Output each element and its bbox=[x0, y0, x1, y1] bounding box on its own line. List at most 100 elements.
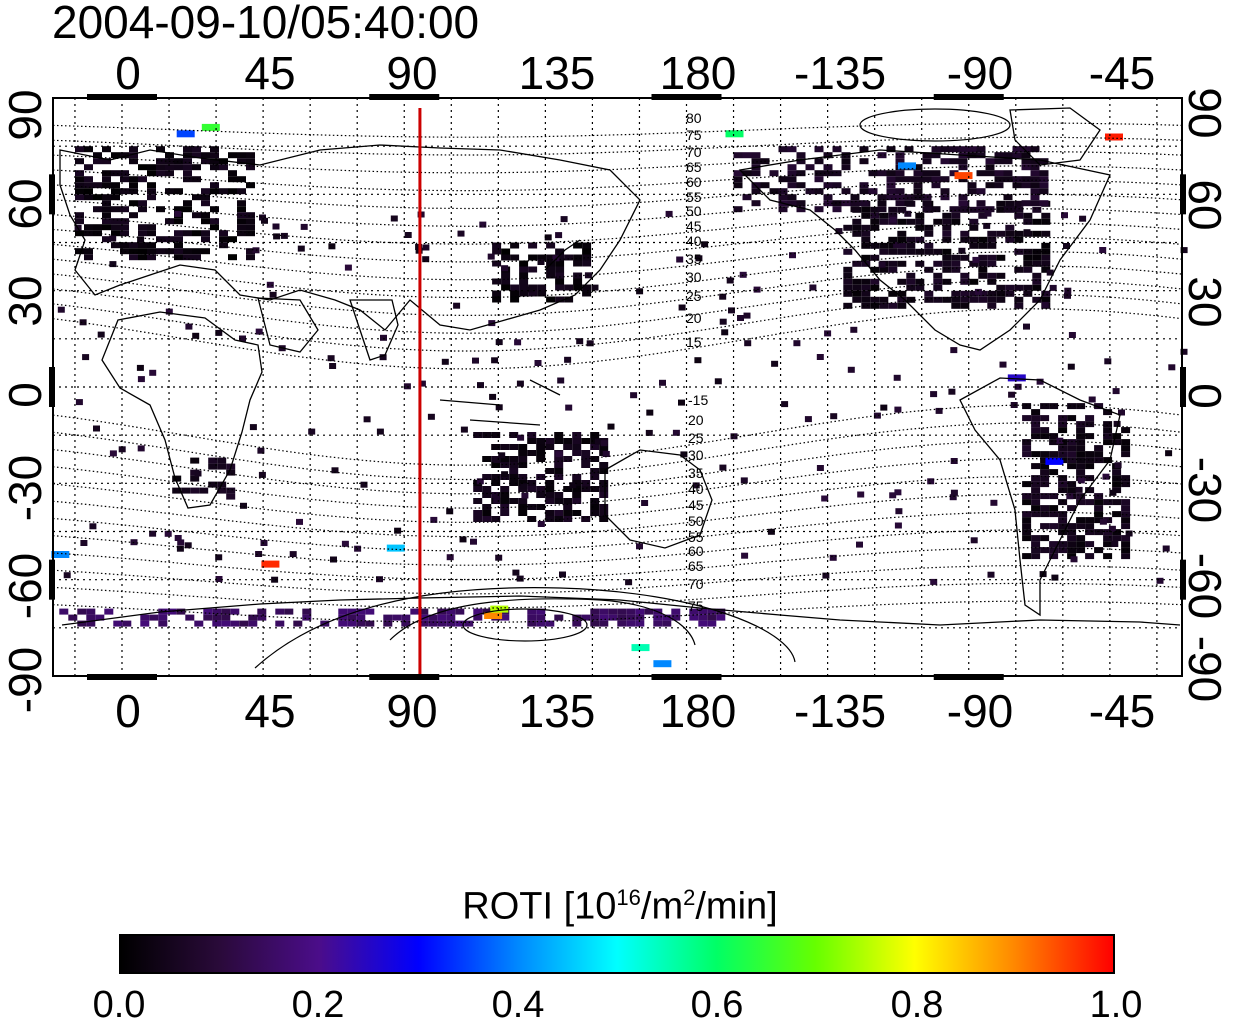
roti-cell bbox=[1041, 301, 1049, 308]
roti-cell bbox=[814, 188, 824, 195]
roti-cell bbox=[510, 296, 520, 303]
roti-cell bbox=[536, 504, 546, 510]
roti-cell bbox=[140, 620, 150, 627]
roti-cell bbox=[1032, 278, 1042, 285]
roti-cell bbox=[1109, 489, 1117, 496]
coastline bbox=[1009, 107, 1101, 166]
roti-cell bbox=[129, 242, 138, 249]
roti-cell bbox=[174, 210, 182, 217]
roti-cell bbox=[491, 444, 501, 450]
roti-cell bbox=[527, 480, 537, 486]
roti-cell bbox=[933, 272, 943, 279]
roti-cell bbox=[861, 296, 871, 303]
roti-cell bbox=[464, 620, 474, 627]
roti-cell bbox=[719, 318, 727, 325]
roti-cell bbox=[102, 212, 111, 219]
roti-cell bbox=[230, 608, 240, 615]
roti-cell bbox=[93, 158, 102, 165]
roti-cell bbox=[564, 296, 574, 303]
roti-cell bbox=[519, 278, 529, 285]
magnetic-latitude-contour bbox=[52, 529, 1183, 566]
roti-cell bbox=[555, 260, 565, 267]
roti-cell bbox=[996, 296, 1006, 303]
top-tick-45: 45 bbox=[244, 47, 296, 99]
roti-cell bbox=[868, 170, 878, 177]
roti-cell bbox=[1039, 176, 1049, 183]
roti-cell bbox=[879, 242, 889, 249]
roti-cell bbox=[156, 248, 165, 255]
roti-cell bbox=[870, 302, 880, 309]
roti-cell bbox=[1030, 188, 1040, 195]
roti-cell bbox=[1014, 302, 1024, 309]
roti-cell bbox=[576, 338, 584, 345]
roti-cell bbox=[1031, 409, 1041, 416]
roti-cell bbox=[383, 614, 393, 621]
roti-cell bbox=[545, 510, 555, 516]
coastline bbox=[959, 377, 1121, 617]
roti-cell bbox=[1040, 451, 1050, 458]
roti-cell bbox=[572, 620, 582, 627]
roti-cell bbox=[138, 176, 147, 183]
roti-cell bbox=[482, 504, 492, 510]
roti-cell bbox=[184, 542, 192, 549]
roti-cell bbox=[582, 260, 592, 267]
roti-cell bbox=[969, 236, 979, 243]
roti-cell bbox=[192, 146, 201, 153]
roti-cell bbox=[275, 620, 285, 627]
roti-cell bbox=[733, 176, 743, 183]
roti-cell bbox=[140, 614, 150, 621]
roti-cell bbox=[192, 230, 201, 237]
roti-cell bbox=[1031, 421, 1041, 428]
roti-cell bbox=[976, 146, 986, 153]
roti-cell bbox=[751, 170, 761, 177]
top-axis-bar bbox=[86, 94, 157, 100]
roti-cell bbox=[248, 614, 258, 621]
roti-cell bbox=[563, 510, 573, 516]
roti-cell bbox=[111, 206, 120, 213]
roti-cell bbox=[446, 620, 456, 627]
roti-cell bbox=[1085, 553, 1095, 560]
roti-cell bbox=[1041, 230, 1051, 237]
roti-cell bbox=[990, 499, 998, 506]
roti-cell bbox=[950, 347, 958, 354]
roti-cell bbox=[84, 248, 93, 255]
roti-cell bbox=[861, 230, 871, 237]
roti-cell bbox=[987, 302, 997, 309]
roti-cell bbox=[201, 230, 210, 237]
roti-cell bbox=[1040, 415, 1050, 422]
roti-cell bbox=[1121, 475, 1131, 482]
roti-cell bbox=[212, 620, 222, 627]
roti-cell bbox=[678, 399, 685, 406]
roti-cell bbox=[861, 236, 871, 243]
roti-cell bbox=[1014, 212, 1024, 219]
roti-cell bbox=[129, 188, 138, 195]
roti-cell bbox=[1032, 272, 1042, 279]
roti-cell bbox=[987, 236, 997, 243]
roti-cell bbox=[1112, 535, 1122, 542]
roti-cell bbox=[893, 242, 901, 248]
roti-cell bbox=[1032, 260, 1042, 267]
roti-cell bbox=[500, 462, 510, 468]
roti-cell bbox=[554, 462, 564, 468]
roti-cell bbox=[194, 470, 202, 477]
roti-cell bbox=[816, 354, 824, 360]
roti-cell bbox=[111, 242, 120, 249]
roti-cell bbox=[999, 361, 1007, 368]
roti-cell bbox=[1063, 243, 1070, 249]
roti-cell bbox=[1076, 469, 1086, 476]
roti-cell bbox=[689, 608, 699, 615]
roti-cell bbox=[129, 158, 138, 165]
roti-cell bbox=[1022, 403, 1032, 410]
roti-cell bbox=[662, 620, 672, 627]
roti-cell bbox=[1104, 358, 1112, 365]
roti-cell bbox=[446, 508, 454, 515]
roti-cell bbox=[940, 188, 950, 195]
roti-cell bbox=[192, 176, 201, 183]
roti-cell bbox=[273, 233, 281, 240]
roti-cell bbox=[338, 620, 348, 627]
roti-cell bbox=[1049, 469, 1059, 476]
contour-label: 65 bbox=[688, 558, 704, 574]
roti-cell bbox=[599, 608, 609, 615]
roti-cell bbox=[847, 366, 855, 373]
contour-label: -15 bbox=[688, 392, 708, 408]
